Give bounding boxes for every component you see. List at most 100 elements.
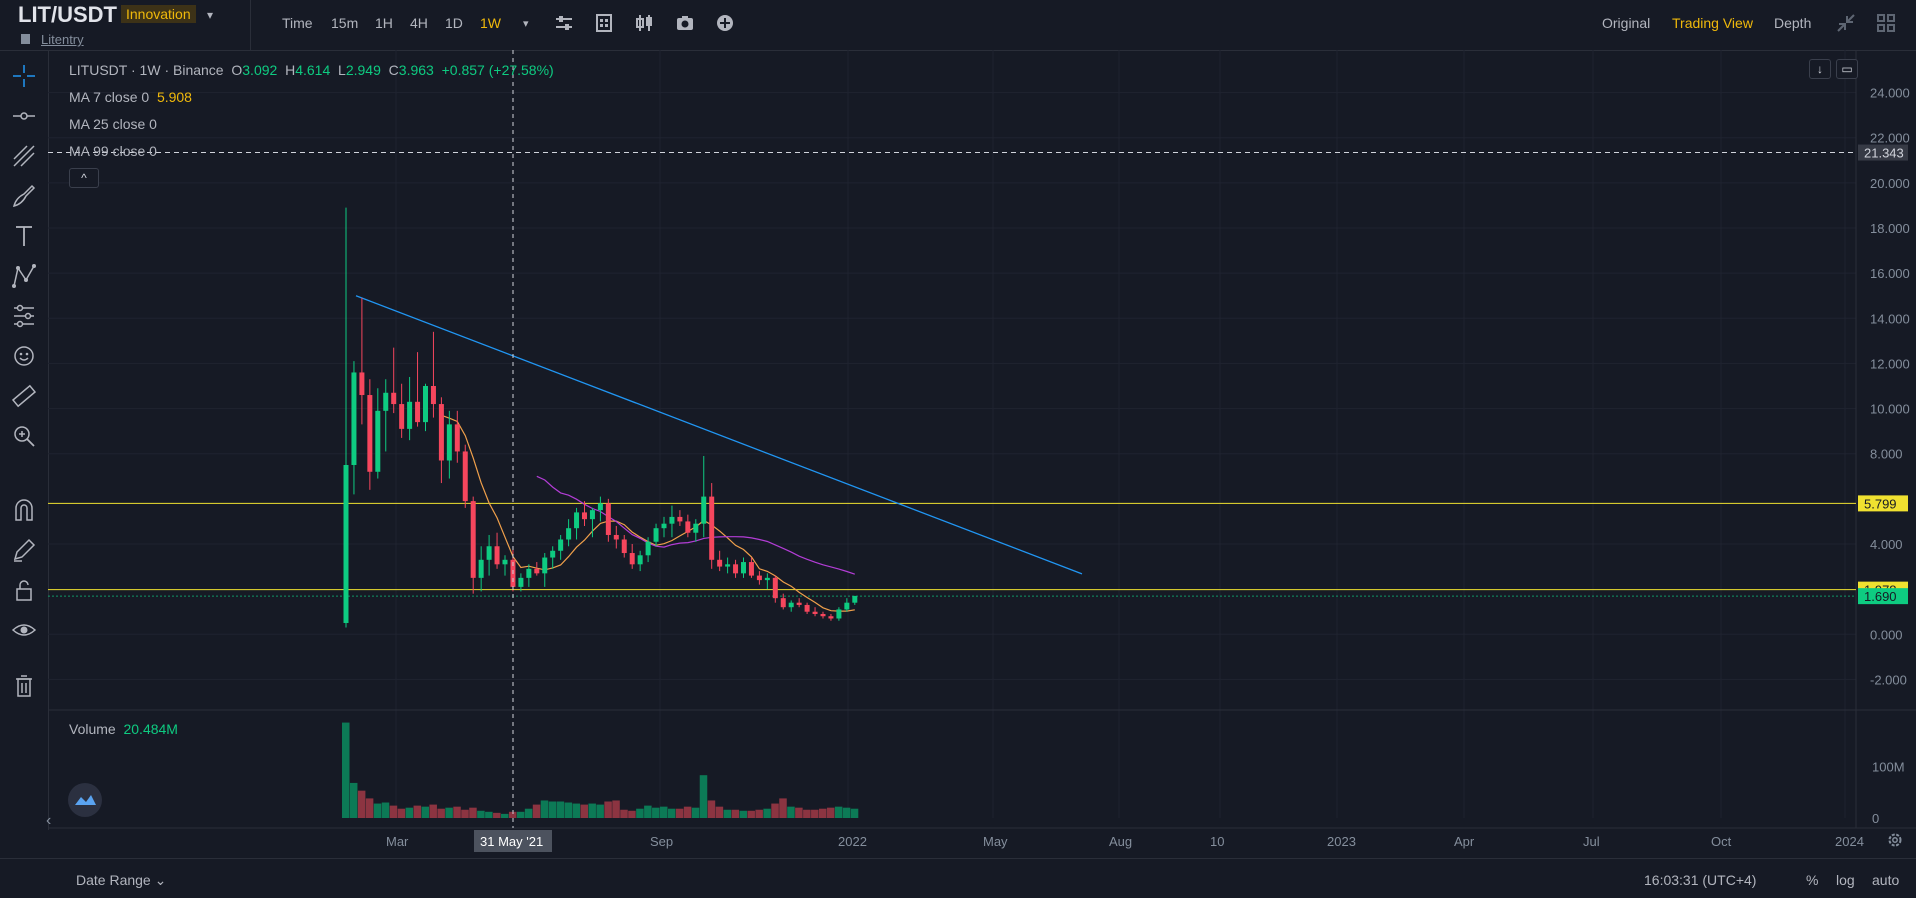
candle-body[interactable] — [820, 613, 826, 617]
candle-body[interactable] — [717, 559, 723, 567]
candle-body[interactable] — [828, 616, 834, 619]
candle-body[interactable] — [764, 577, 770, 581]
candle-body[interactable] — [423, 386, 428, 423]
candle-body[interactable] — [558, 539, 564, 551]
candle-body[interactable] — [844, 602, 850, 610]
text-tool-icon[interactable] — [10, 222, 38, 250]
candle-body[interactable] — [415, 401, 421, 423]
candle-body[interactable] — [550, 550, 556, 558]
zoom-in-icon[interactable] — [10, 422, 38, 450]
candle-body[interactable] — [741, 562, 746, 574]
candle-body[interactable] — [812, 611, 818, 614]
candle-body[interactable] — [788, 602, 794, 608]
pattern-tool-icon[interactable] — [10, 262, 38, 290]
auto-toggle[interactable]: auto — [1872, 872, 1900, 888]
candle-body[interactable] — [454, 424, 460, 452]
add-icon[interactable] — [715, 13, 735, 33]
candle-body[interactable] — [574, 512, 580, 529]
timeframe-dropdown-icon[interactable]: ▾ — [523, 18, 529, 30]
candle-body[interactable] — [502, 559, 508, 565]
eye-icon[interactable] — [10, 616, 38, 644]
candle-body[interactable] — [343, 465, 349, 623]
candle-body[interactable] — [629, 553, 635, 565]
ruler-icon[interactable] — [10, 382, 38, 410]
candle-body[interactable] — [780, 598, 786, 608]
candle-body[interactable] — [589, 510, 595, 520]
candle-body[interactable] — [685, 521, 691, 533]
log-toggle[interactable]: log — [1836, 872, 1855, 888]
candle-body[interactable] — [733, 564, 739, 574]
candle-body[interactable] — [494, 546, 500, 565]
chart-template-icon[interactable] — [594, 13, 614, 33]
candle-body[interactable] — [446, 424, 452, 461]
pair-dropdown-icon[interactable]: ▾ — [207, 8, 214, 22]
candle-body[interactable] — [534, 568, 540, 574]
candle-body[interactable] — [748, 562, 754, 576]
trend-line-icon[interactable] — [10, 142, 38, 170]
tradingview-logo[interactable] — [68, 783, 102, 817]
timeframe-15m[interactable]: 15m — [331, 15, 359, 31]
candle-body[interactable] — [677, 516, 683, 522]
candle-body[interactable] — [621, 539, 627, 554]
candle-body[interactable] — [613, 534, 619, 540]
lock-icon[interactable] — [10, 576, 38, 604]
timeframe-4h[interactable]: 4H — [410, 15, 428, 31]
emoji-icon[interactable] — [10, 342, 38, 370]
candle-body[interactable] — [470, 501, 476, 578]
candle-body[interactable] — [637, 555, 643, 565]
candle-body[interactable] — [725, 564, 731, 567]
view-original[interactable]: Original — [1602, 15, 1651, 31]
magnet-icon[interactable] — [10, 496, 38, 524]
candle-body[interactable] — [661, 523, 667, 529]
view-trading-view[interactable]: Trading View — [1672, 15, 1753, 31]
candle-body[interactable] — [693, 523, 699, 533]
candle-body[interactable] — [462, 451, 468, 502]
candle-body[interactable] — [399, 404, 405, 429]
candle-body[interactable] — [836, 609, 842, 619]
candle-body[interactable] — [852, 595, 858, 603]
crosshair-icon[interactable] — [10, 62, 38, 90]
candle-body[interactable] — [756, 575, 762, 581]
candle-body[interactable] — [351, 372, 357, 465]
collapse-icon[interactable] — [1836, 13, 1856, 33]
candle-body[interactable] — [597, 503, 603, 511]
candle-body[interactable] — [391, 392, 397, 405]
candle-body[interactable] — [709, 496, 715, 560]
percent-toggle[interactable]: % — [1806, 872, 1819, 888]
horizontal-line-icon[interactable] — [10, 102, 38, 130]
brush-icon[interactable] — [10, 182, 38, 210]
candle-body[interactable] — [359, 372, 365, 396]
ma7-legend[interactable]: MA 7 close 0 5.908 — [69, 89, 192, 105]
candle-body[interactable] — [542, 557, 548, 574]
candle-body[interactable] — [486, 546, 492, 560]
candle-body[interactable] — [645, 541, 651, 556]
candle-body[interactable] — [383, 392, 389, 411]
ma25-legend[interactable]: MA 25 close 0 — [69, 116, 157, 132]
token-name-link[interactable]: Litentry — [41, 32, 84, 47]
candle-type-icon[interactable] — [635, 13, 655, 33]
ma99-legend[interactable]: MA 99 close 0 — [69, 143, 157, 159]
timeframe-time[interactable]: Time — [282, 15, 313, 31]
layout-grid-icon[interactable] — [1876, 13, 1896, 33]
candle-body[interactable] — [375, 410, 381, 472]
fib-tool-icon[interactable] — [10, 302, 38, 330]
trash-icon[interactable] — [10, 672, 38, 700]
candle-body[interactable] — [430, 386, 436, 405]
candle-body[interactable] — [367, 395, 373, 472]
candle-body[interactable] — [478, 559, 484, 578]
candle-body[interactable] — [438, 404, 444, 461]
candle-body[interactable] — [653, 528, 659, 542]
scroll-left-icon[interactable]: ‹ — [46, 812, 52, 829]
view-depth[interactable]: Depth — [1774, 15, 1812, 31]
candle-body[interactable] — [605, 503, 611, 535]
pair-title[interactable]: LIT/USDT — [18, 2, 117, 27]
camera-icon[interactable] — [675, 13, 695, 33]
candle-body[interactable] — [582, 512, 587, 520]
date-range-button[interactable]: Date Range ⌄ — [76, 872, 166, 889]
collapse-legend-button[interactable]: ^ — [69, 168, 99, 188]
settings-gear-icon[interactable] — [1886, 831, 1904, 849]
timeframe-1w[interactable]: 1W — [480, 15, 501, 31]
candle-body[interactable] — [566, 528, 572, 540]
